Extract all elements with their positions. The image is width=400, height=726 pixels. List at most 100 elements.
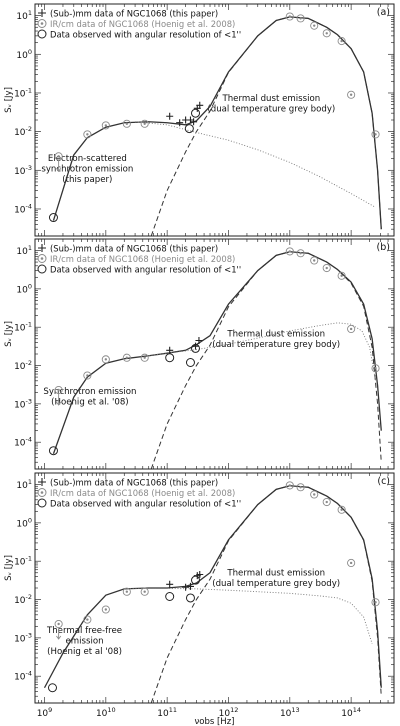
- legend-circle-symbol: [37, 498, 47, 508]
- y-tick-label: 10-4: [14, 436, 32, 449]
- ir-cm-point-dot: [288, 15, 292, 18]
- ir-cm-point: [371, 130, 380, 139]
- submm-point: [186, 116, 194, 124]
- panel-label: (b): [377, 242, 390, 253]
- y-tick-label: 10-1: [14, 321, 32, 334]
- high-res-point: [47, 683, 57, 693]
- ir-cm-point: [337, 37, 346, 46]
- submm-point: [176, 119, 184, 127]
- high-res-point: [48, 446, 58, 456]
- ir-cm-point: [347, 90, 356, 99]
- ir-cm-point-dot: [143, 590, 146, 593]
- ir-cm-point: [140, 353, 149, 362]
- legend: (Sub-)mm data of NGC1068 (this paper)IR/…: [37, 243, 241, 274]
- legend-circle-symbol: [37, 254, 47, 263]
- ir-cm-point-dot: [299, 17, 302, 20]
- ir-cm-point: [337, 505, 346, 514]
- ir-cm-point: [285, 247, 294, 256]
- legend-plus-symbol: [38, 9, 46, 17]
- legend-label: Data observed with angular resolution of…: [50, 264, 241, 274]
- ir-cm-point: [83, 130, 92, 139]
- ir-cm-point-dot: [125, 122, 129, 125]
- ir-cm-point-dot: [349, 327, 353, 331]
- legend-plus-symbol: [38, 244, 46, 252]
- annotation-line: (Hoenig et al. '08): [51, 397, 129, 407]
- x-tick-label: 1012: [219, 706, 239, 719]
- x-tick-label: 1010: [96, 706, 116, 719]
- y-tick-label: 100: [16, 48, 32, 61]
- ir-cm-point: [122, 119, 131, 128]
- ir-cm-point: [101, 605, 110, 614]
- y-tick-label: 10-3: [14, 397, 32, 410]
- ir-cm-point: [296, 249, 305, 258]
- ir-cm-point: [310, 256, 319, 265]
- data-points: [47, 481, 380, 693]
- ir-cm-point: [347, 558, 356, 568]
- ir-cm-point: [54, 619, 63, 629]
- ir-cm-point: [322, 263, 331, 273]
- y-tick-label: 10-2: [14, 593, 32, 606]
- chart-panel-1: 10-4 10-3 10-2 10-1 100 101 Sᵥ [Jy] (a) (Sub-)mm…: [4, 3, 395, 237]
- ir-cm-point-dot: [288, 250, 292, 253]
- y-tick-label: 101: [16, 244, 32, 257]
- ir-cm-point-dot: [325, 266, 328, 270]
- y-axis-label: Sᵥ [Jy]: [4, 555, 14, 581]
- ir-cm-point: [285, 481, 294, 490]
- ir-cm-point-dot: [325, 32, 328, 35]
- ir-cm-point: [371, 598, 380, 607]
- panel-label: (c): [377, 476, 390, 487]
- submm-point: [166, 346, 174, 354]
- legend-label: (Sub-)mm data of NGC1068 (this paper): [50, 477, 218, 487]
- y-tick-label: 10-1: [14, 86, 32, 99]
- legend-label: (Sub-)mm data of NGC1068 (this paper): [50, 8, 218, 18]
- ir-cm-point: [296, 483, 305, 492]
- ir-cm-point: [101, 121, 110, 130]
- ir-cm-point-dot: [143, 122, 146, 125]
- high-res-point: [185, 593, 195, 603]
- annotation-line: (this paper): [62, 175, 112, 185]
- ir-cm-point-dot: [313, 259, 316, 262]
- annotation-line: Electron-scattered: [48, 154, 127, 164]
- high-res-point: [185, 358, 195, 368]
- legend-label: (Sub-)mm data of NGC1068 (this paper): [50, 243, 218, 253]
- legend-label: IR/cm data of NGC1068 (Hoenig et al. 200…: [50, 488, 235, 498]
- ir-cm-point-dot: [125, 590, 129, 593]
- ir-cm-point: [310, 490, 319, 499]
- submm-point: [166, 112, 174, 120]
- high-res-point: [165, 592, 175, 602]
- submm-point: [195, 337, 203, 344]
- y-tick-label: 10-4: [14, 670, 32, 683]
- ir-cm-point: [322, 29, 331, 38]
- ir-cm-point: [371, 364, 380, 373]
- ir-cm-point: [337, 271, 346, 280]
- ir-cm-point-dot: [299, 252, 302, 255]
- ir-cm-point-dot: [57, 622, 60, 626]
- annotation-line: (dual temperature grey body): [207, 104, 335, 114]
- ir-cm-point-dot: [340, 274, 343, 277]
- solid-curve: [52, 16, 382, 230]
- ir-cm-point: [122, 353, 131, 362]
- submm-point: [192, 342, 200, 350]
- annotation-line: Thermal dust emission: [221, 94, 320, 104]
- panel-label: (a): [377, 7, 390, 18]
- legend-circle-symbol: [37, 264, 47, 274]
- ir-cm-point-dot: [340, 39, 343, 43]
- legend: (Sub-)mm data of NGC1068 (this paper)IR/…: [37, 477, 241, 508]
- annotation-line: (Hoenig et al '08): [47, 647, 122, 657]
- ir-cm-point: [122, 587, 131, 596]
- x-tick-label: 1014: [341, 706, 361, 719]
- legend-label: Data observed with angular resolution of…: [50, 29, 241, 39]
- upper-limit-arrow: [56, 628, 62, 640]
- high-res-point: [165, 353, 175, 363]
- x-tick-label: 1011: [157, 706, 177, 719]
- ir-cm-point-dot: [57, 155, 60, 158]
- annotation-line: Thermal dust emission: [226, 569, 325, 579]
- data-points: [48, 12, 380, 223]
- ir-cm-point-dot: [104, 124, 108, 127]
- ir-cm-point-dot: [86, 618, 89, 621]
- high-res-point: [48, 213, 58, 223]
- ir-cm-point: [54, 152, 63, 161]
- y-tick-label: 101: [16, 9, 32, 22]
- plot-frame: [34, 472, 395, 704]
